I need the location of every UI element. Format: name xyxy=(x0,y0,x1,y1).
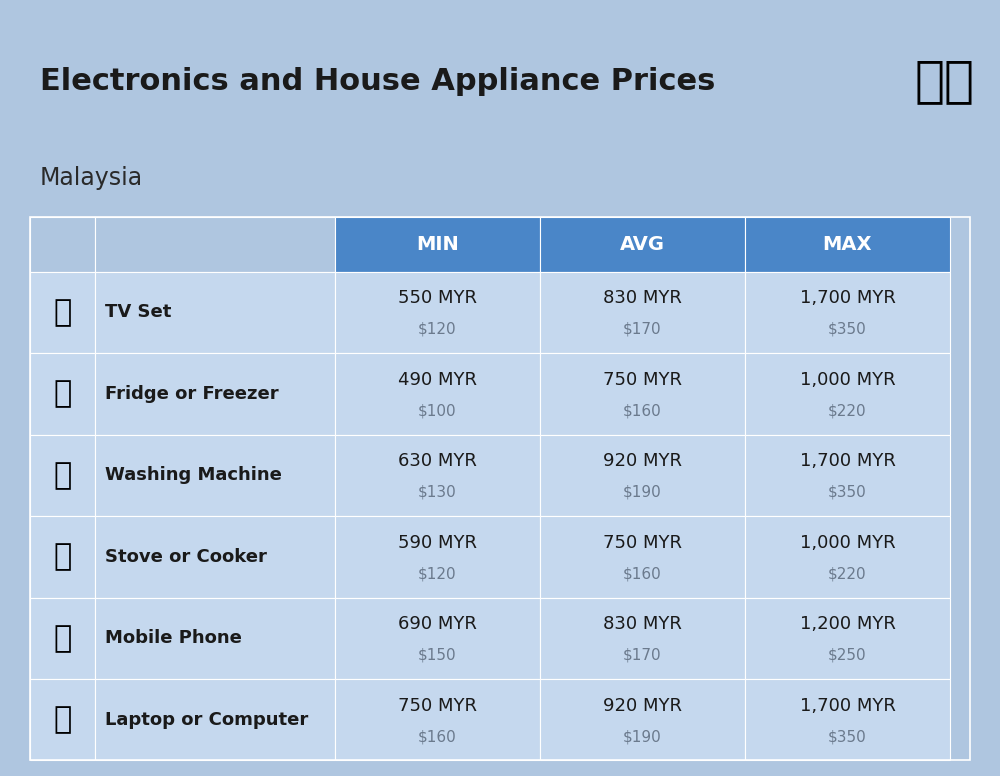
FancyBboxPatch shape xyxy=(30,598,95,679)
FancyBboxPatch shape xyxy=(335,516,540,598)
Text: 550 MYR: 550 MYR xyxy=(398,289,477,307)
FancyBboxPatch shape xyxy=(335,598,540,679)
Text: $350: $350 xyxy=(828,322,867,337)
FancyBboxPatch shape xyxy=(335,679,540,760)
FancyBboxPatch shape xyxy=(95,435,335,516)
Text: 🧊: 🧊 xyxy=(53,379,72,408)
Text: 🌀: 🌀 xyxy=(53,461,72,490)
Text: 630 MYR: 630 MYR xyxy=(398,452,477,470)
FancyBboxPatch shape xyxy=(540,516,745,598)
FancyBboxPatch shape xyxy=(335,353,540,435)
Text: AVG: AVG xyxy=(620,235,665,254)
FancyBboxPatch shape xyxy=(30,516,95,598)
Text: $120: $120 xyxy=(418,566,457,581)
Text: $170: $170 xyxy=(623,648,662,663)
Text: $150: $150 xyxy=(418,648,457,663)
FancyBboxPatch shape xyxy=(745,217,950,272)
FancyBboxPatch shape xyxy=(335,272,540,353)
Text: Electronics and House Appliance Prices: Electronics and House Appliance Prices xyxy=(40,67,715,96)
Text: 490 MYR: 490 MYR xyxy=(398,371,477,389)
Text: MIN: MIN xyxy=(416,235,459,254)
FancyBboxPatch shape xyxy=(540,272,745,353)
Text: 1,000 MYR: 1,000 MYR xyxy=(800,371,895,389)
FancyBboxPatch shape xyxy=(745,516,950,598)
FancyBboxPatch shape xyxy=(745,679,950,760)
FancyBboxPatch shape xyxy=(745,272,950,353)
Text: 🍳: 🍳 xyxy=(53,542,72,571)
FancyBboxPatch shape xyxy=(30,353,95,435)
Text: $170: $170 xyxy=(623,322,662,337)
Text: 830 MYR: 830 MYR xyxy=(603,289,682,307)
FancyBboxPatch shape xyxy=(95,679,335,760)
Text: Stove or Cooker: Stove or Cooker xyxy=(105,548,267,566)
Text: 920 MYR: 920 MYR xyxy=(603,697,682,715)
FancyBboxPatch shape xyxy=(30,272,95,353)
Text: $160: $160 xyxy=(623,404,662,418)
Text: 830 MYR: 830 MYR xyxy=(603,615,682,633)
Text: 750 MYR: 750 MYR xyxy=(603,371,682,389)
FancyBboxPatch shape xyxy=(95,516,335,598)
Text: 1,700 MYR: 1,700 MYR xyxy=(800,697,895,715)
Text: 1,700 MYR: 1,700 MYR xyxy=(800,452,895,470)
Text: $190: $190 xyxy=(623,729,662,744)
Text: 750 MYR: 750 MYR xyxy=(603,534,682,552)
Text: $100: $100 xyxy=(418,404,457,418)
Text: $160: $160 xyxy=(623,566,662,581)
Text: 1,000 MYR: 1,000 MYR xyxy=(800,534,895,552)
Text: 💻: 💻 xyxy=(53,705,72,734)
FancyBboxPatch shape xyxy=(540,598,745,679)
FancyBboxPatch shape xyxy=(540,679,745,760)
FancyBboxPatch shape xyxy=(95,598,335,679)
FancyBboxPatch shape xyxy=(745,353,950,435)
Text: Malaysia: Malaysia xyxy=(40,167,143,190)
FancyBboxPatch shape xyxy=(95,217,335,272)
Text: 1,700 MYR: 1,700 MYR xyxy=(800,289,895,307)
FancyBboxPatch shape xyxy=(540,435,745,516)
FancyBboxPatch shape xyxy=(30,217,95,272)
Text: 1,200 MYR: 1,200 MYR xyxy=(800,615,895,633)
FancyBboxPatch shape xyxy=(95,353,335,435)
Text: $160: $160 xyxy=(418,729,457,744)
Text: Mobile Phone: Mobile Phone xyxy=(105,629,242,647)
FancyBboxPatch shape xyxy=(30,435,95,516)
FancyBboxPatch shape xyxy=(30,679,95,760)
Text: 920 MYR: 920 MYR xyxy=(603,452,682,470)
Text: 📺: 📺 xyxy=(53,298,72,327)
Text: $220: $220 xyxy=(828,404,867,418)
Text: 690 MYR: 690 MYR xyxy=(398,615,477,633)
Text: Laptop or Computer: Laptop or Computer xyxy=(105,711,308,729)
Text: $250: $250 xyxy=(828,648,867,663)
Text: $350: $350 xyxy=(828,729,867,744)
Text: $220: $220 xyxy=(828,566,867,581)
FancyBboxPatch shape xyxy=(95,272,335,353)
Text: 750 MYR: 750 MYR xyxy=(398,697,477,715)
FancyBboxPatch shape xyxy=(745,435,950,516)
Text: TV Set: TV Set xyxy=(105,303,171,321)
FancyBboxPatch shape xyxy=(335,217,540,272)
FancyBboxPatch shape xyxy=(0,0,1000,217)
Text: 590 MYR: 590 MYR xyxy=(398,534,477,552)
Text: Washing Machine: Washing Machine xyxy=(105,466,282,484)
Text: Fridge or Freezer: Fridge or Freezer xyxy=(105,385,279,403)
Text: $350: $350 xyxy=(828,485,867,500)
Text: 🇲🇾: 🇲🇾 xyxy=(915,57,975,106)
FancyBboxPatch shape xyxy=(540,353,745,435)
Text: $130: $130 xyxy=(418,485,457,500)
FancyBboxPatch shape xyxy=(540,217,745,272)
FancyBboxPatch shape xyxy=(335,435,540,516)
Text: 📱: 📱 xyxy=(53,624,72,653)
Text: $120: $120 xyxy=(418,322,457,337)
FancyBboxPatch shape xyxy=(745,598,950,679)
Text: $190: $190 xyxy=(623,485,662,500)
Text: MAX: MAX xyxy=(823,235,872,254)
